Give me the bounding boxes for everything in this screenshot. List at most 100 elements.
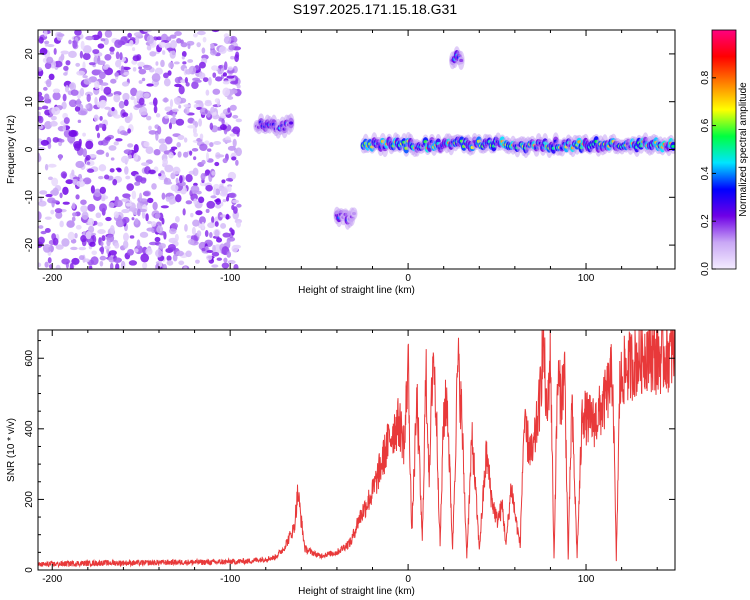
heatmap-blob [138,66,143,70]
heatmap-blob [134,181,141,186]
snr-ylabel: SNR (10 * v/v) [6,418,17,482]
heatmap-blob [160,59,165,68]
heatmap-blob [182,61,187,65]
heatmap-blob [43,30,48,37]
heatmap-blob [45,193,53,198]
heatmap-blob [38,67,43,72]
heatmap-blob [177,151,182,158]
heatmap-blob [114,199,123,208]
heatmap-blob [176,37,182,44]
heatmap-blob [80,199,87,205]
heatmap-blob [214,221,219,227]
heatmap-blob [185,200,193,205]
heatmap-blob [174,31,182,37]
heatmap-blob [38,111,41,117]
heatmap-blob [38,91,43,97]
heatmap-blob [104,174,110,180]
heatmap-blob [99,115,103,121]
heatmap-blob [95,212,102,219]
heatmap-blob [82,177,92,185]
heatmap-blob [97,229,106,235]
heatmap-blob [139,231,149,238]
heatmap-blob [158,242,166,249]
heatmap-blob [147,220,153,225]
heatmap-ytick-label: -20 [24,237,35,252]
heatmap-blob [181,50,187,58]
heatmap-blob [211,264,219,268]
heatmap-blob [122,240,129,249]
heatmap-feature-3 [360,132,675,158]
heatmap-blob [190,212,194,218]
heatmap-blob [164,115,169,119]
heatmap-blob [94,80,100,90]
heatmap-ytick-label: 20 [24,48,35,60]
heatmap-blob [120,65,125,74]
heatmap-blob [211,65,219,71]
heatmap-blob [98,164,107,172]
heatmap-blob [52,237,59,246]
heatmap-blob [49,120,58,127]
heatmap-blob [196,230,202,237]
heatmap-blob [104,106,111,110]
heatmap-blob [230,80,239,85]
heatmap-blob [142,30,152,33]
heatmap-blob [97,43,105,49]
heatmap-blob [83,78,92,85]
heatmap-blob [122,92,130,102]
heatmap-blob [79,87,85,97]
heatmap-blob [181,56,185,60]
heatmap-blob [218,46,227,54]
heatmap-blob [223,36,232,45]
heatmap-blob [88,62,96,66]
heatmap-blob [46,43,55,48]
heatmap-blob [161,192,166,200]
heatmap-blob [40,230,47,235]
heatmap-blob [184,77,189,84]
heatmap-blob [141,111,148,116]
heatmap-blob [74,105,81,112]
heatmap-blob [178,85,185,95]
heatmap-blob [222,157,228,164]
heatmap-blob [158,173,162,177]
heatmap-blob [226,75,235,79]
heatmap-blob [215,204,222,209]
heatmap-blob [138,80,143,84]
heatmap-blob [65,60,71,66]
heatmap-blob [44,93,50,101]
heatmap-blob [131,217,135,221]
heatmap-blob [205,152,209,161]
heatmap-blob [133,152,139,161]
heatmap-blob [100,99,107,107]
heatmap-blob [221,262,230,269]
heatmap-blob [225,177,233,182]
heatmap-blob [234,54,239,63]
heatmap-blob [148,169,156,175]
heatmap-blob [109,168,115,173]
heatmap-blob [44,227,51,233]
heatmap-blob [85,104,90,109]
heatmap-blob [119,130,127,136]
heatmap-blob [167,243,176,251]
heatmap-blob [82,148,87,158]
heatmap-blob [129,235,135,239]
heatmap-blob [145,247,153,256]
heatmap-blob [75,224,82,230]
heatmap-blob [97,60,106,66]
heatmap-blob [166,111,174,116]
heatmap-blob [195,210,203,216]
heatmap-blob [178,104,182,109]
heatmap-blob [151,183,157,190]
heatmap-blob [77,119,82,124]
heatmap-blob [201,47,206,54]
heatmap-blob [113,257,122,263]
heatmap-blob [82,52,91,61]
heatmap-blob [173,61,180,65]
heatmap-blob [65,179,74,185]
heatmap-blob [233,264,239,269]
heatmap-feature-2 [333,206,358,230]
heatmap-blob [63,72,68,76]
heatmap-blob [130,87,138,97]
heatmap-blob [97,30,103,39]
heatmap-blob [187,59,194,63]
snr-xtick-label: -200 [42,574,62,585]
